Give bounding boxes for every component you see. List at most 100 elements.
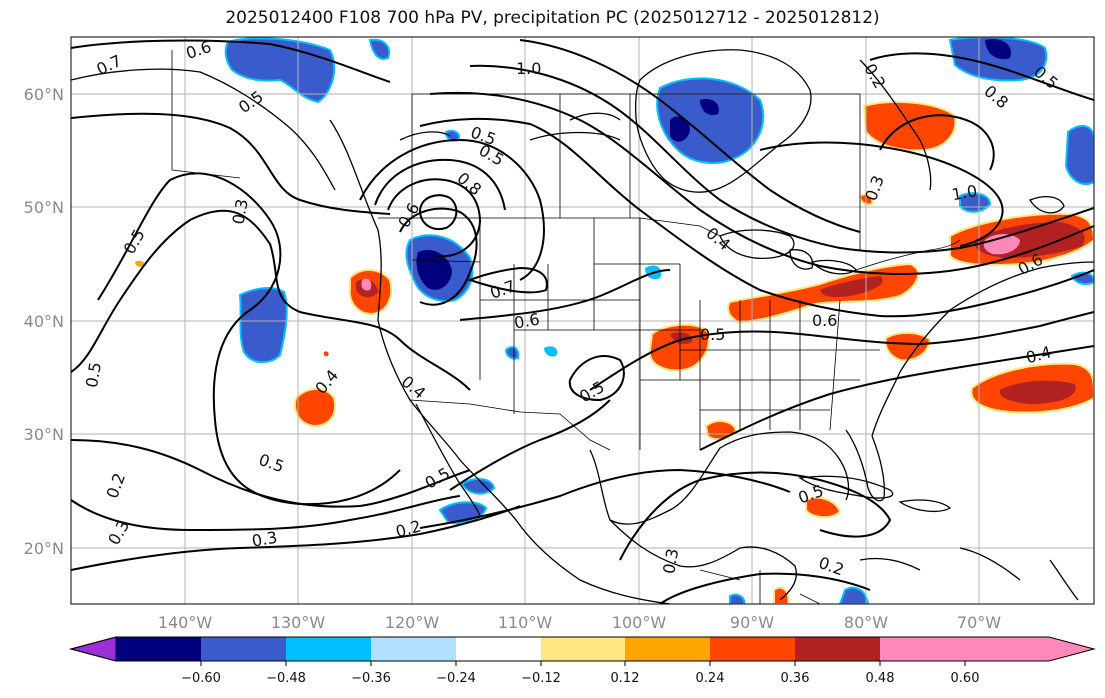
pv-contour [419, 468, 791, 529]
colorbar-segment [201, 637, 286, 661]
contour-label: 0.6 [812, 311, 837, 330]
colorbar-outline [69, 636, 1096, 662]
colorbar-extend-max [880, 637, 1094, 661]
lon-label: 70°W [957, 613, 1001, 632]
precip-area-pos [773, 586, 790, 604]
political-borders [171, 50, 961, 604]
pv-contour [71, 505, 521, 571]
precip-area-pos [294, 388, 336, 428]
lat-label: 60°N [24, 85, 64, 104]
contour-label: 1.0 [950, 181, 978, 204]
colorbar-tick-label: −0.24 [436, 671, 476, 686]
precip-area-neg [729, 593, 746, 604]
precip-area-neg [1064, 124, 1094, 185]
contour-label: 0.3 [229, 197, 252, 225]
pv-contour [418, 194, 458, 230]
coastline-alaska [71, 68, 336, 191]
coastline-labrador [859, 59, 932, 191]
border-alaska-canada [171, 50, 241, 179]
precip-area-neg [504, 346, 520, 360]
colorbar-segment [625, 637, 710, 661]
pv-contour [759, 141, 1004, 247]
colorbar-tick-label: 0.12 [611, 671, 640, 686]
precip-area-neg [544, 346, 558, 357]
lon-label: 90°W [730, 613, 774, 632]
map-title: 2025012400 F108 700 hPa PV, precipitatio… [225, 8, 880, 28]
lon-label: 140°W [158, 613, 213, 632]
coastline-gulf [589, 431, 850, 525]
lat-label: 50°N [24, 198, 64, 217]
pv-contour [459, 269, 671, 321]
pv-contour [71, 495, 461, 532]
border-canada-us [378, 217, 961, 271]
lon-label: 110°W [498, 613, 553, 632]
lat-label: 30°N [24, 425, 64, 444]
precip-area-neg [460, 478, 496, 495]
coastline-hudson [634, 49, 812, 193]
pv-contour [71, 209, 471, 391]
pv-contour [589, 311, 1094, 391]
pv-contour [429, 91, 1094, 275]
pv-contour [519, 39, 861, 233]
pv-contour [71, 39, 391, 83]
lon-label: 130°W [271, 613, 326, 632]
precip-area-pos [884, 332, 932, 362]
contour-label: 0.3 [250, 528, 278, 551]
precip-area-pos [704, 420, 738, 441]
coastline-pacific [329, 119, 671, 604]
coastlines [71, 49, 1094, 604]
precip-area-pos [135, 260, 145, 267]
colorbar-segment [710, 637, 795, 661]
lon-label: 80°W [844, 613, 888, 632]
colorbar-tick-label: −0.48 [266, 671, 306, 686]
precipitation-shading [135, 37, 1094, 604]
longitude-labels: 140°W 130°W 120°W 110°W 100°W 90°W 80°W … [158, 613, 1001, 632]
precip-area-neg-strong [985, 38, 1011, 60]
pv-contour [359, 138, 545, 281]
precip-area-pos-max [361, 278, 372, 291]
pv-contour [449, 399, 611, 491]
pv-contour [419, 117, 1094, 318]
pv-contour [467, 266, 548, 294]
border-canada-provinces [411, 93, 861, 250]
pv-contour [387, 178, 482, 258]
colorbar-tick-label: −0.12 [521, 671, 561, 686]
precip-area-neg-strong [700, 98, 719, 116]
precip-area-neg-strong [670, 116, 690, 142]
colorbar-segment [371, 637, 456, 661]
contour-label: 0.6 [513, 309, 541, 332]
colorbar: −0.60 −0.48 −0.36 −0.24 −0.12 0.12 0.24 … [69, 636, 1096, 686]
border-us-mexico [409, 399, 611, 451]
precip-area-pos-strong [820, 276, 883, 298]
contour-label: 1.0 [516, 59, 541, 78]
precip-area-pos-max [983, 234, 1020, 255]
precip-area-neg [238, 287, 288, 364]
coastline-florida [845, 429, 886, 502]
colorbar-segment [286, 637, 371, 661]
pv-contours [71, 39, 1094, 604]
precip-area-neg [224, 37, 336, 104]
lat-label: 20°N [24, 539, 64, 558]
coastline-newfoundland [1029, 195, 1065, 214]
pv-contour [879, 114, 995, 171]
pv-contour [699, 345, 1094, 451]
colorbar-segment [116, 637, 201, 661]
precip-area-pos-strong [999, 380, 1076, 404]
colorbar-tick-label: −0.36 [351, 671, 391, 686]
colorbar-segment [795, 637, 880, 661]
graticule [71, 37, 1094, 604]
coastline-islands [399, 112, 1079, 601]
contour-label: 0.5 [82, 361, 105, 389]
colorbar-segment [541, 637, 625, 661]
precip-area-neg [838, 586, 870, 604]
colorbar-tick-label: 0.36 [781, 671, 810, 686]
colorbar-tick-label: 0.60 [951, 671, 980, 686]
pv-contour [659, 572, 871, 604]
colorbar-tick-label: 0.48 [866, 671, 895, 686]
pv-contour [869, 52, 1094, 101]
precip-area-pos [323, 351, 329, 357]
colorbar-ticks [200, 661, 966, 666]
pv-contour [374, 158, 506, 211]
pv-contour [568, 355, 625, 402]
